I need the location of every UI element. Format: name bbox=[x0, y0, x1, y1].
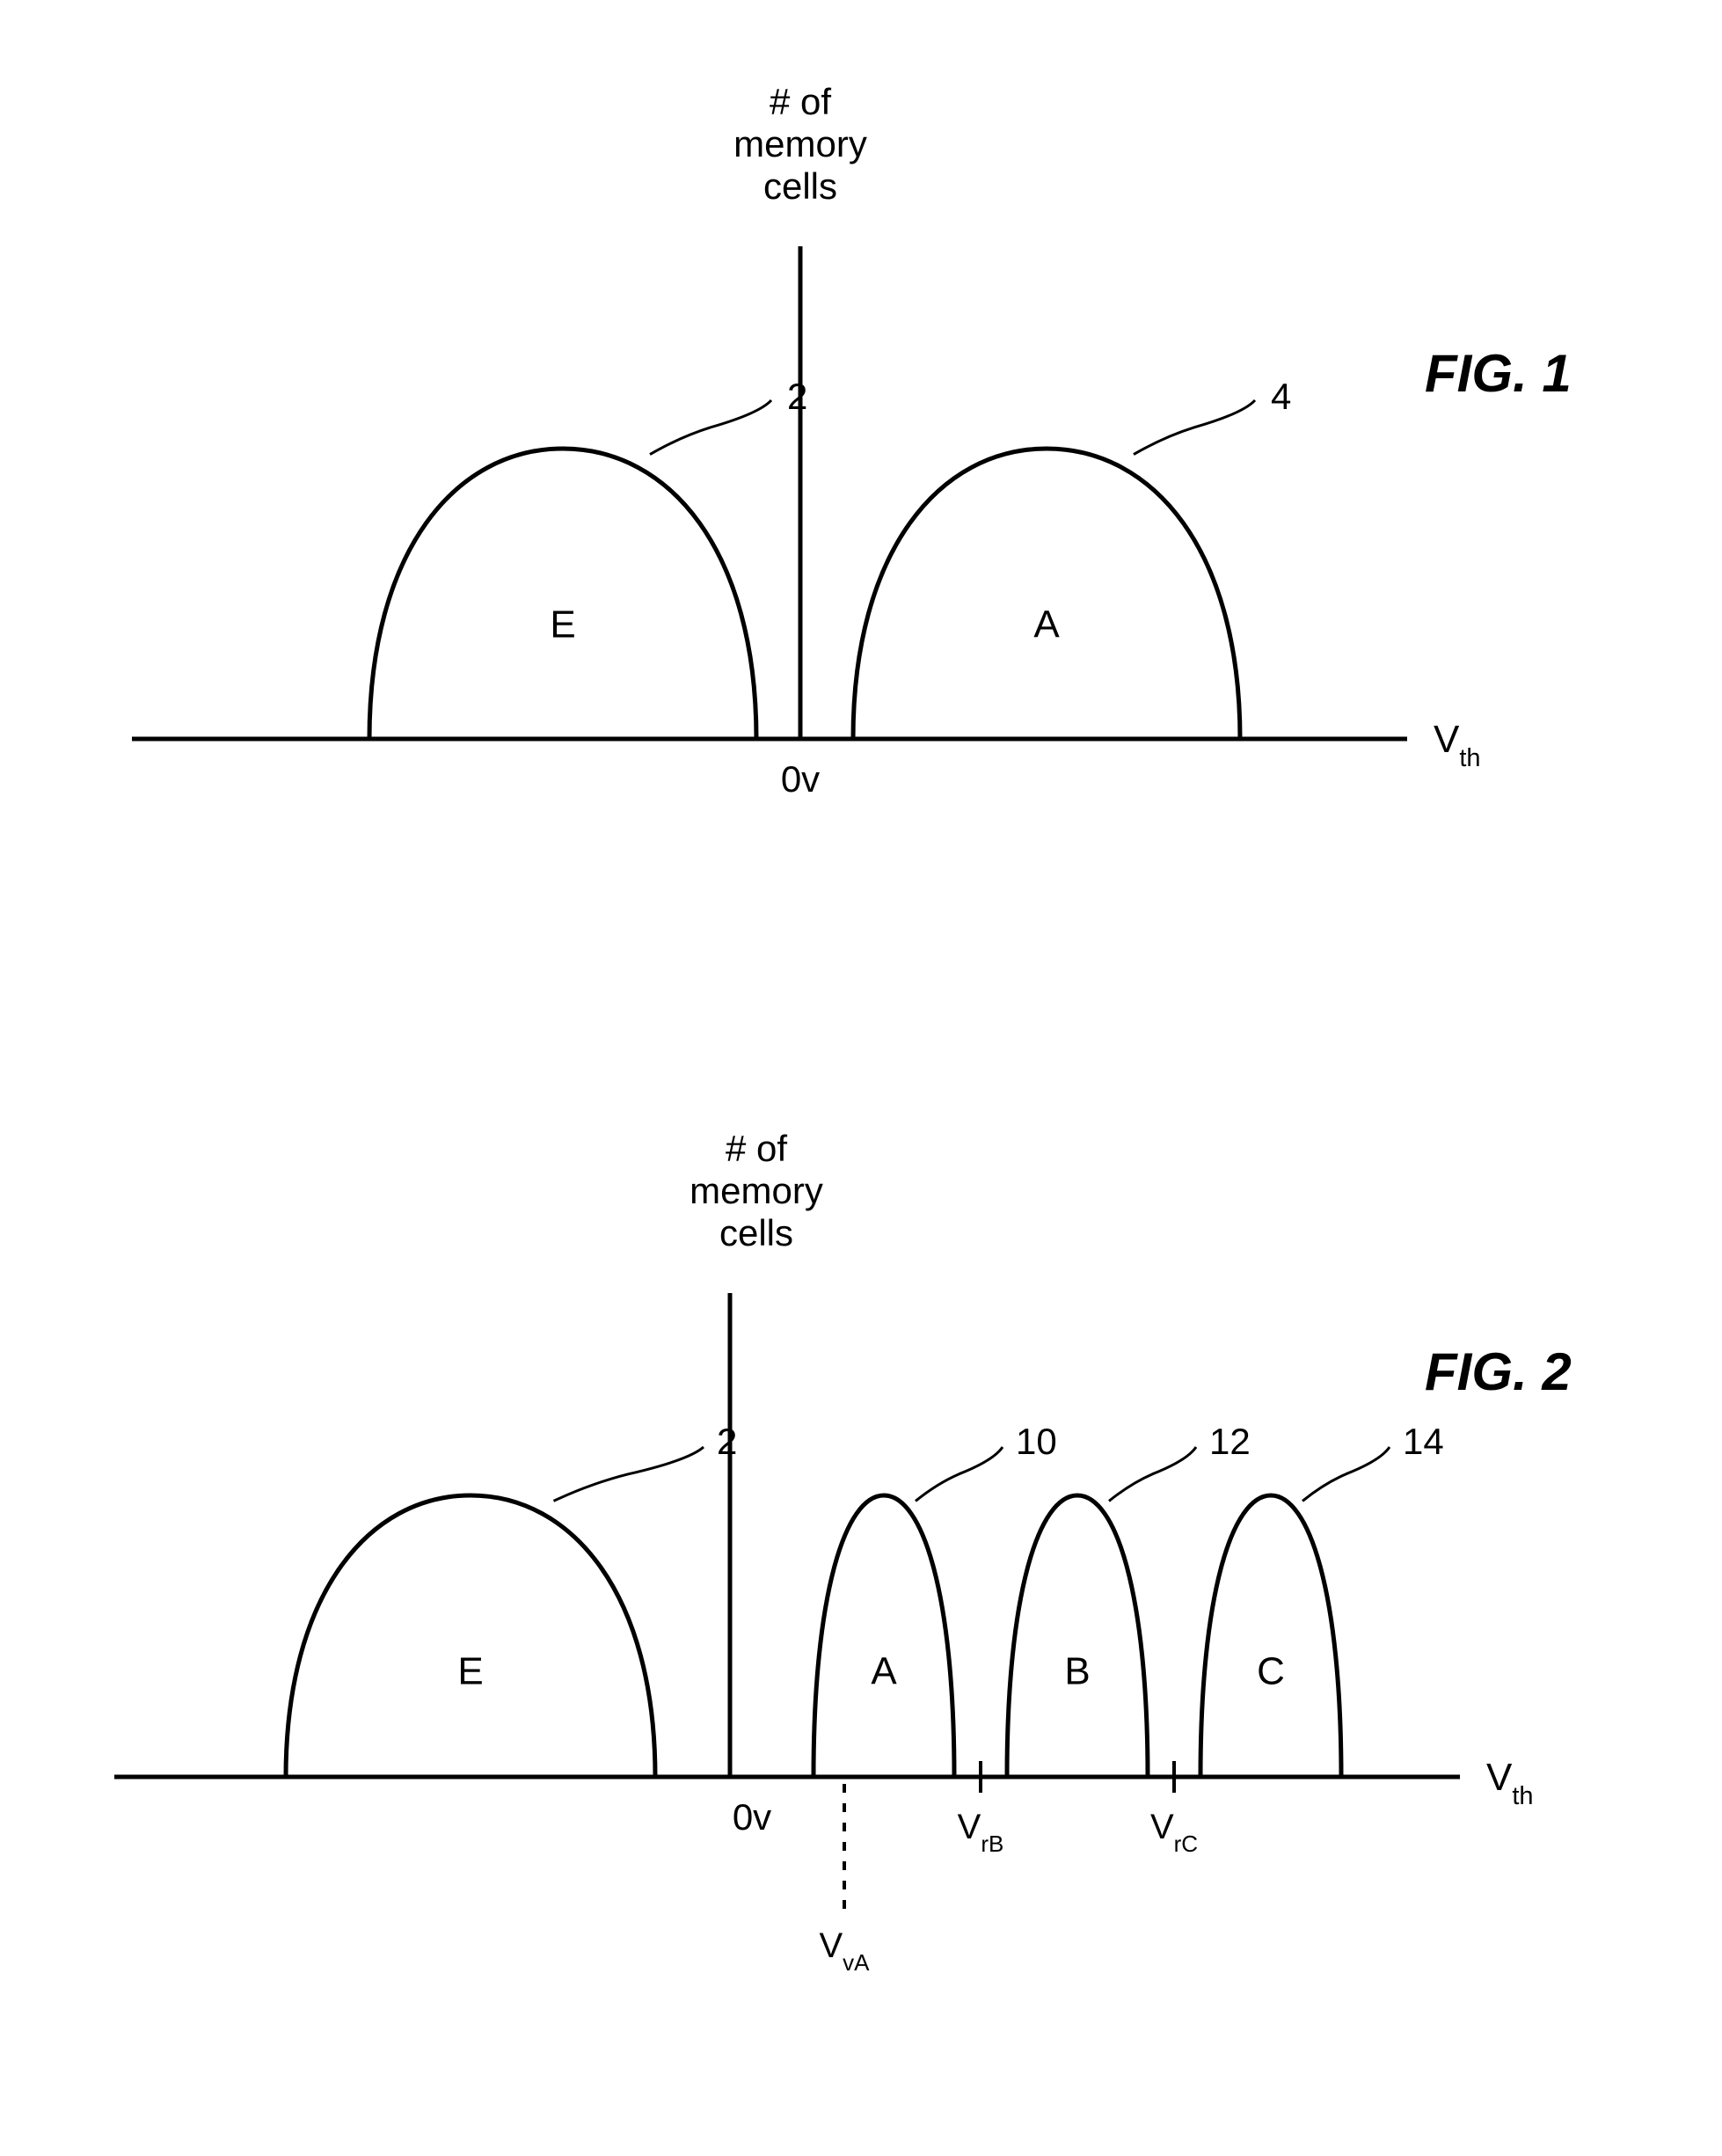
fig2-ref-10: 10 bbox=[1016, 1421, 1057, 1462]
fig2-tick-label-rC: VrC bbox=[1150, 1808, 1198, 1857]
fig1-ref-4: 4 bbox=[1271, 376, 1291, 417]
fig1-distribution-E bbox=[369, 449, 756, 739]
fig2-y-axis-label: # of bbox=[726, 1128, 787, 1169]
fig2-lead-2 bbox=[554, 1447, 704, 1501]
fig1-x-axis-label: Vth bbox=[1434, 718, 1481, 772]
fig2-ref-2: 2 bbox=[717, 1421, 737, 1462]
fig2-chart: # ofmemorycells 0v Vth E 2 A 10 B 12 C 14 VrB VrC VvA bbox=[0, 1003, 1722, 2058]
fig2-verify-label: VvA bbox=[819, 1926, 870, 1976]
fig1-dist-label-E: E bbox=[550, 603, 575, 647]
fig1-lead-4 bbox=[1134, 400, 1255, 455]
fig1-chart: # ofmemorycells 0v Vth E 2 A 4 bbox=[0, 0, 1722, 924]
fig2-ref-14: 14 bbox=[1403, 1421, 1444, 1462]
fig2-dist-label-A: A bbox=[871, 1649, 897, 1692]
fig2-x-axis-label: Vth bbox=[1486, 1756, 1534, 1810]
fig1-ref-2: 2 bbox=[787, 376, 807, 417]
fig1-y-axis-label: # of bbox=[770, 81, 831, 122]
fig2-lead-14 bbox=[1302, 1447, 1390, 1501]
fig2-distribution-A bbox=[814, 1495, 954, 1777]
fig2-distribution-C bbox=[1200, 1495, 1341, 1777]
fig2-tick-label-rB: VrB bbox=[958, 1808, 1004, 1857]
fig2-y-axis-label: cells bbox=[719, 1212, 793, 1253]
fig1-dist-label-A: A bbox=[1033, 603, 1060, 647]
fig2-ref-12: 12 bbox=[1209, 1421, 1251, 1462]
fig2-zero-label: 0v bbox=[733, 1796, 771, 1838]
fig2-lead-12 bbox=[1109, 1447, 1196, 1501]
fig2-distribution-E bbox=[286, 1495, 655, 1777]
fig1-lead-2 bbox=[650, 400, 771, 455]
fig2-y-axis-label: memory bbox=[690, 1170, 823, 1211]
fig2-distribution-B bbox=[1007, 1495, 1148, 1777]
fig1-distribution-A bbox=[853, 449, 1240, 739]
fig2-dist-label-E: E bbox=[457, 1649, 483, 1692]
fig2-dist-label-C: C bbox=[1257, 1649, 1285, 1692]
fig1-y-axis-label: memory bbox=[733, 123, 867, 164]
page: FIG. 1 FIG. 2 # ofmemorycells0vVthE2A4 #… bbox=[0, 0, 1722, 2156]
fig2-dist-label-B: B bbox=[1064, 1649, 1090, 1692]
fig1-y-axis-label: cells bbox=[763, 165, 837, 207]
fig1-zero-label: 0v bbox=[781, 758, 820, 800]
fig2-lead-10 bbox=[916, 1447, 1003, 1501]
